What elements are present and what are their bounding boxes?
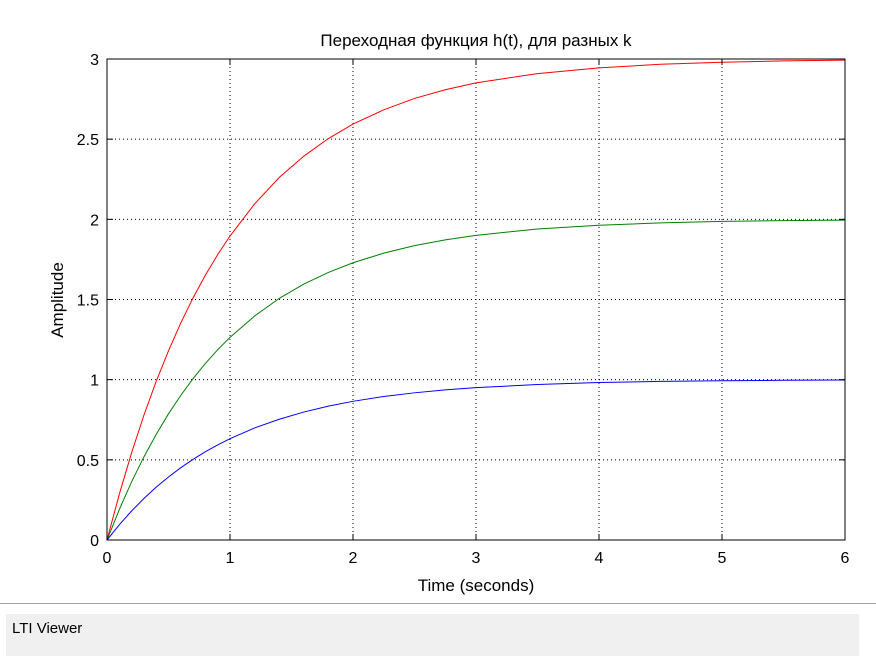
y-axis-label: Amplitude (48, 262, 67, 338)
x-tick-label: 5 (718, 550, 727, 567)
status-bar: LTI Viewer (0, 603, 876, 657)
grid-lines (107, 59, 845, 540)
y-tick-label: 1 (90, 373, 99, 390)
y-axis-ticks: 0 0.5 1 1.5 2 2.5 3 (77, 52, 845, 550)
y-tick-label: 2.5 (77, 132, 99, 149)
y-tick-label: 2 (90, 212, 99, 229)
chart-title: Переходная функция h(t), для разных k (320, 31, 632, 50)
series-line-2 (106, 219, 846, 541)
series-line-1 (106, 59, 846, 541)
status-panel: LTI Viewer (6, 614, 859, 656)
x-axis-ticks: 0 1 2 3 4 5 6 (103, 59, 850, 567)
series-lines (106, 59, 846, 541)
y-tick-label: 3 (90, 52, 99, 69)
x-tick-label: 4 (595, 550, 604, 567)
x-tick-label: 3 (472, 550, 481, 567)
status-text: LTI Viewer (12, 620, 83, 637)
step-response-chart: 0 1 2 3 4 5 6 0 0.5 1 1.5 2 2.5 3 Переходная функция… (48, 31, 850, 595)
series-line-3 (106, 379, 846, 541)
x-tick-label: 1 (226, 550, 235, 567)
y-tick-label: 1.5 (77, 293, 99, 310)
y-tick-label: 0 (90, 533, 99, 550)
x-axis-label: Time (seconds) (418, 576, 535, 595)
x-tick-label: 6 (841, 550, 850, 567)
y-tick-label: 0.5 (77, 453, 99, 470)
x-tick-label: 2 (349, 550, 358, 567)
x-tick-label: 0 (103, 550, 112, 567)
